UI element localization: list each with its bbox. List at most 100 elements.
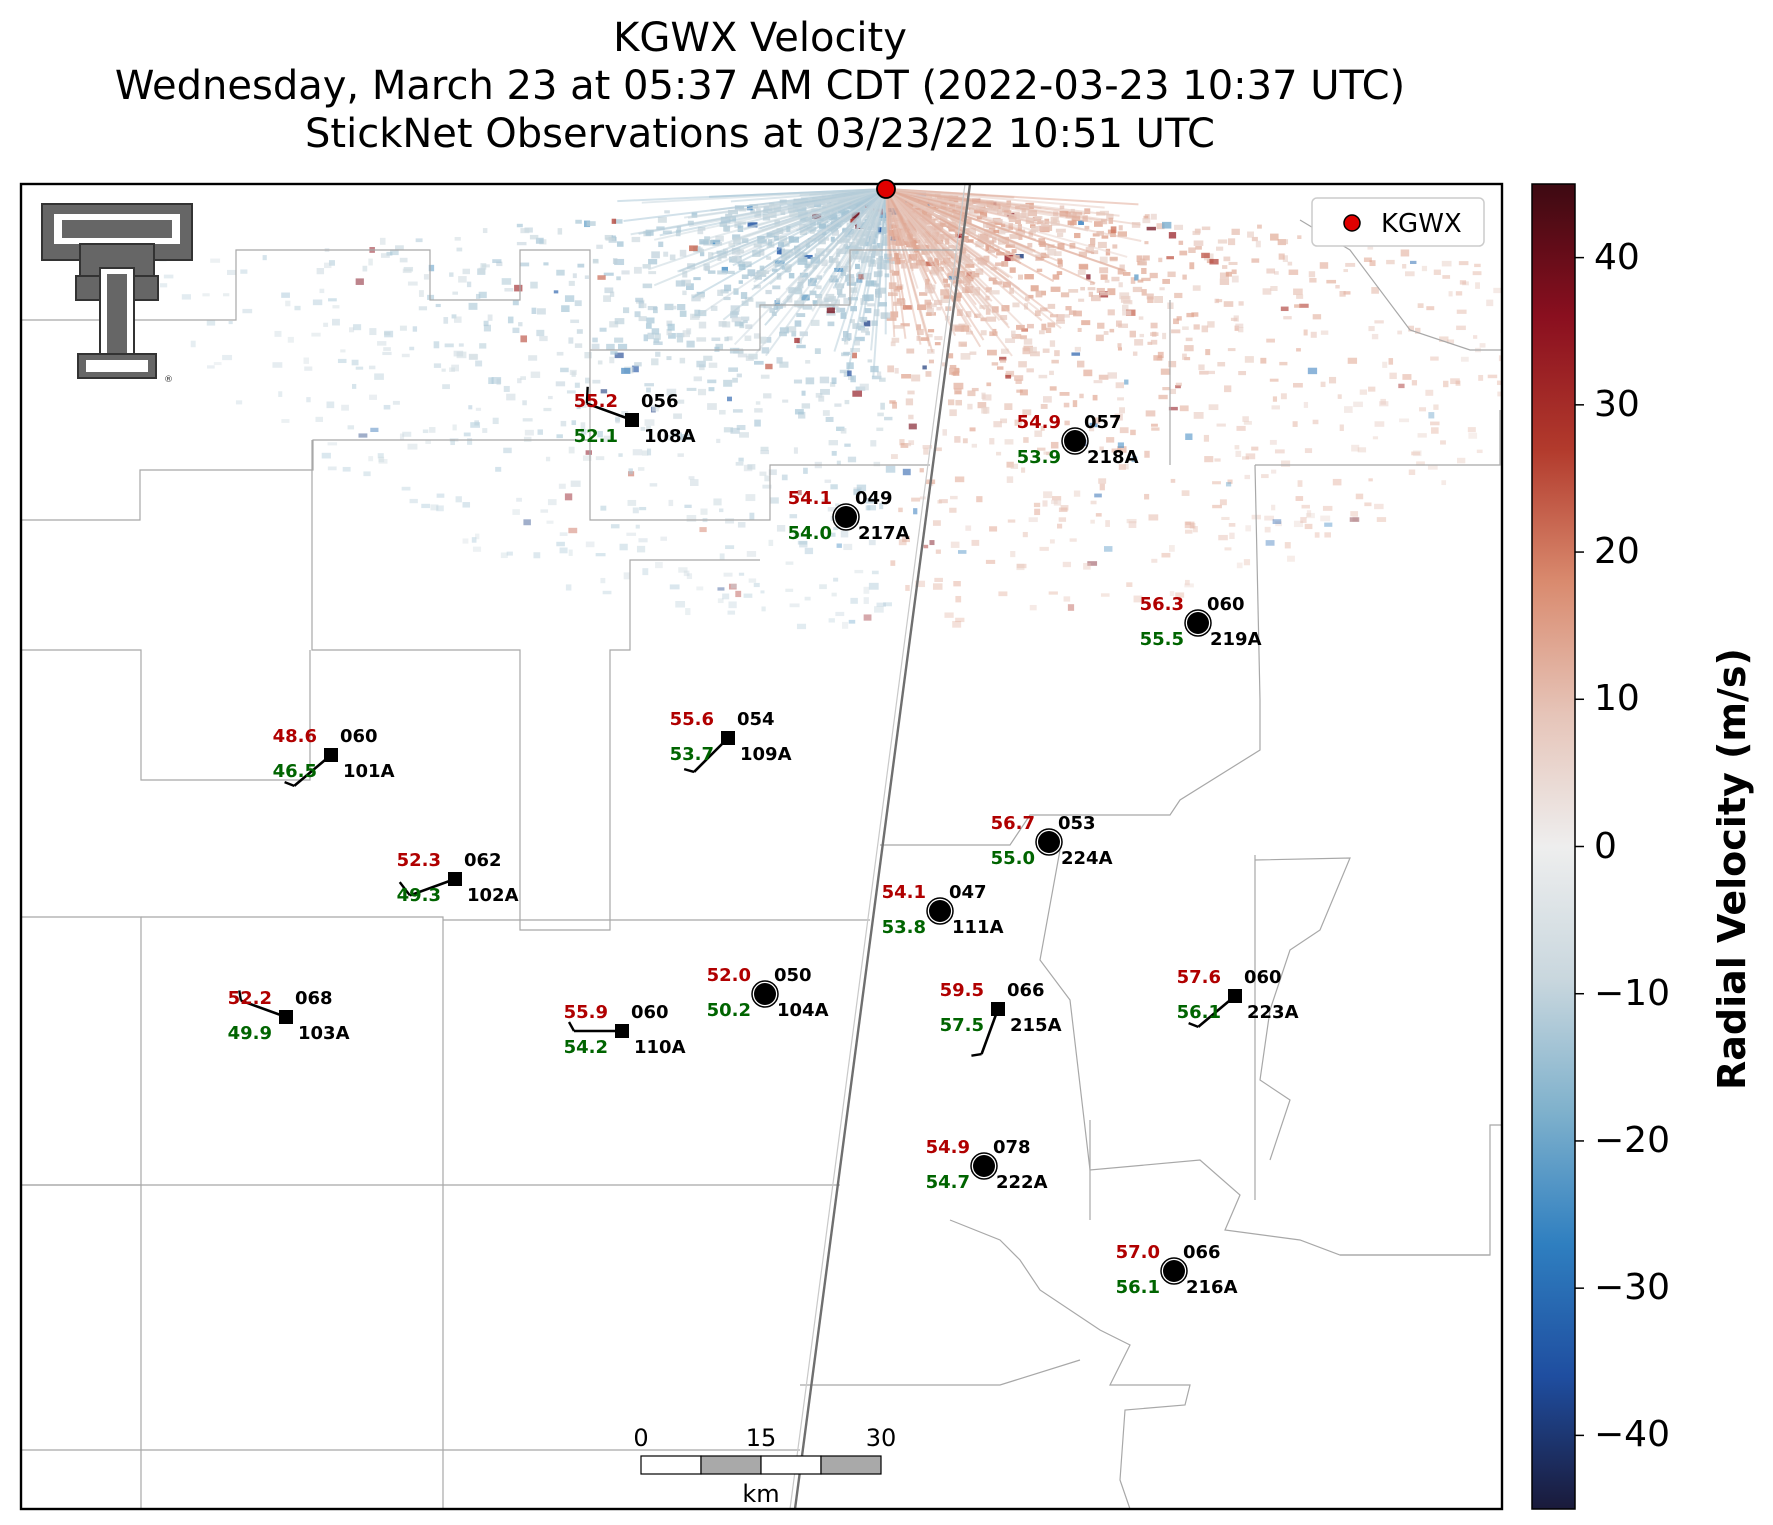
dewpoint-label: 55.5 — [1140, 629, 1184, 650]
station-marker — [448, 872, 462, 886]
dewpoint-label: 49.3 — [397, 885, 441, 906]
scale-label-30: 30 — [866, 1424, 897, 1452]
temperature-label: 59.5 — [940, 980, 984, 1001]
colorbar — [1531, 183, 1584, 1510]
temperature-label: 55.2 — [574, 391, 618, 412]
title-scan-time: Wednesday, March 23 at 05:37 AM CDT (202… — [114, 63, 1406, 109]
colorbar-tick-label: 0 — [1594, 825, 1617, 867]
wind-direction-label: 056 — [641, 391, 679, 412]
dewpoint-label: 53.7 — [670, 744, 714, 765]
station-id-label: 111A — [952, 917, 1004, 938]
wind-barb-flag — [398, 881, 411, 897]
station-marker — [721, 731, 735, 745]
radar-site-marker — [876, 179, 896, 199]
station-id-label: 103A — [298, 1023, 350, 1044]
station-id-label: 218A — [1087, 447, 1139, 468]
station-id-label: 110A — [634, 1037, 686, 1058]
temperature-label: 54.1 — [882, 882, 926, 903]
station-id-label: 223A — [1247, 1002, 1299, 1023]
station-id-label: 215A — [1010, 1015, 1062, 1036]
station-109a: 55.6 054 53.7 109A — [670, 709, 792, 774]
dewpoint-label: 53.8 — [882, 917, 926, 938]
temperature-label: 55.9 — [564, 1002, 608, 1023]
wind-direction-label: 060 — [631, 1002, 669, 1023]
colorbar-tick-label: 20 — [1594, 531, 1640, 573]
dewpoint-label: 55.0 — [991, 848, 1035, 869]
temperature-label: 54.9 — [926, 1137, 970, 1158]
station-id-label: 217A — [858, 523, 910, 544]
chart-title: KGWX Velocity Wednesday, March 23 at 05:… — [20, 14, 1500, 158]
station-id-label: 104A — [777, 1000, 829, 1021]
wind-barb-flag — [971, 1052, 982, 1057]
wind-direction-label: 054 — [737, 709, 775, 730]
state-boundary — [789, 184, 972, 1509]
station-id-label: 222A — [996, 1172, 1048, 1193]
texas-tech-logo: ® — [41, 203, 193, 385]
map-legend: KGWX — [1311, 197, 1485, 247]
colorbar-tick-label: 40 — [1594, 236, 1640, 278]
station-marker — [832, 503, 860, 531]
colorbar-ticks — [1575, 256, 1584, 1437]
temperature-label: 57.0 — [1116, 1242, 1160, 1263]
station-id-label: 101A — [343, 761, 395, 782]
station-224a: 56.7 053 55.0 224A — [991, 813, 1113, 869]
temperature-label: 52.0 — [707, 965, 751, 986]
wind-barb-flag — [683, 767, 695, 774]
station-216a: 57.0 066 56.1 216A — [1116, 1242, 1238, 1298]
map-frame — [19, 182, 1504, 1511]
colorbar-tick-label: −20 — [1594, 1119, 1670, 1161]
wind-barb-flag — [1188, 1022, 1199, 1028]
colorbar-title: Radial Velocity (m/s) — [1710, 648, 1754, 1090]
station-marker — [1061, 427, 1089, 455]
temperature-label: 48.6 — [273, 726, 317, 747]
scale-unit: km — [742, 1480, 779, 1508]
wind-barb-flag — [585, 386, 589, 404]
scale-label-0: 0 — [633, 1424, 648, 1452]
station-104a: 52.0 050 50.2 104A — [707, 965, 829, 1021]
station-110a: 55.9 060 54.2 110A — [564, 1002, 686, 1058]
station-id-label: 216A — [1186, 1277, 1238, 1298]
colorbar-gradient — [1531, 183, 1576, 1510]
temperature-label: 52.2 — [228, 988, 272, 1009]
temperature-label: 54.9 — [1017, 412, 1061, 433]
station-marker — [1035, 828, 1063, 856]
legend-marker — [1343, 214, 1361, 232]
station-103a: 52.2 068 49.9 103A — [228, 988, 350, 1044]
temperature-label: 54.1 — [788, 488, 832, 509]
wind-direction-label: 068 — [295, 988, 333, 1009]
station-223a: 57.6 060 56.1 223A — [1177, 967, 1299, 1028]
temperature-label: 56.3 — [1140, 594, 1184, 615]
station-id-label: 108A — [644, 426, 696, 447]
temperature-label: 52.3 — [397, 850, 441, 871]
wind-direction-label: 057 — [1084, 412, 1122, 433]
wind-barb — [409, 877, 456, 897]
wind-direction-label: 053 — [1058, 813, 1096, 834]
station-marker — [1228, 989, 1242, 1003]
station-marker — [1160, 1257, 1188, 1285]
wind-barb-flag — [567, 1021, 576, 1032]
station-marker — [1184, 609, 1212, 637]
dewpoint-label: 56.1 — [1116, 1277, 1160, 1298]
title-observation-time: StickNet Observations at 03/23/22 10:51 … — [305, 111, 1215, 157]
station-id-label: 109A — [740, 744, 792, 765]
temperature-label: 55.6 — [670, 709, 714, 730]
station-id-label: 219A — [1210, 629, 1262, 650]
wind-barb — [240, 999, 287, 1019]
county-boundaries — [21, 219, 1502, 1509]
station-108a: 55.2 056 52.1 108A — [574, 386, 696, 447]
station-marker — [970, 1152, 998, 1180]
dewpoint-label: 54.0 — [788, 523, 832, 544]
colorbar-tick-label: 30 — [1594, 383, 1640, 425]
wind-barb — [586, 402, 633, 422]
station-marker — [991, 1002, 1005, 1016]
station-marker — [926, 897, 954, 925]
dewpoint-label: 54.7 — [926, 1172, 970, 1193]
wind-direction-label: 047 — [949, 882, 987, 903]
wind-direction-label: 062 — [464, 850, 502, 871]
scale-bar: 0 15 30 km — [633, 1424, 896, 1508]
station-219a: 56.3 060 55.5 219A — [1140, 594, 1262, 650]
dewpoint-label: 52.1 — [574, 426, 618, 447]
station-102a: 52.3 062 49.3 102A — [397, 850, 519, 906]
